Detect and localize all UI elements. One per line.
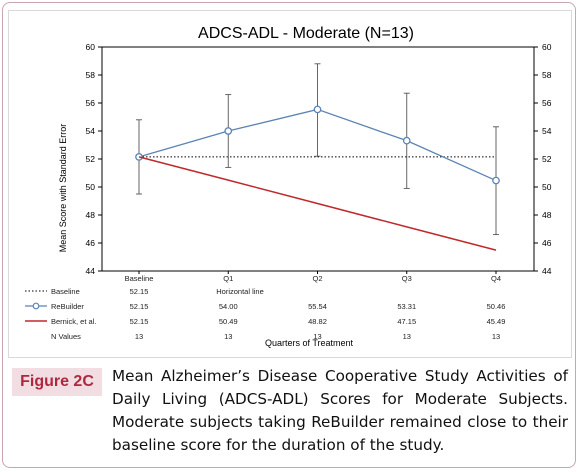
table-cell-bernick-et-al: 50.49 <box>219 317 238 326</box>
y-tick-label-right: 52 <box>542 154 552 164</box>
y-tick-label-left: 46 <box>86 238 96 248</box>
chart-svg: ADCS-ADL - Moderate (N=13) 44 44 46 46 48 48 5… <box>25 25 552 348</box>
table-cell-baseline: 52.15 <box>130 287 149 296</box>
table-cell-rebuilder: 55.54 <box>308 302 327 311</box>
table-cell-n-values: 13 <box>403 332 411 341</box>
y-tick-label-left: 44 <box>86 266 96 276</box>
y-tick-label-left: 60 <box>86 42 96 52</box>
y-tick-label-left: 56 <box>86 98 96 108</box>
y-tick-label-right: 48 <box>542 210 552 220</box>
x-axis-title: Quarters of Treatment <box>265 338 354 348</box>
chart-title: ADCS-ADL - Moderate (N=13) <box>198 25 414 42</box>
table-row-label-baseline: Baseline <box>51 287 80 296</box>
table-cell-n-values: 13 <box>313 332 321 341</box>
y-tick-label-right: 44 <box>542 266 552 276</box>
table-row-label-n-values: N Values <box>51 332 81 341</box>
data-point-rebuilder <box>402 136 411 145</box>
y-tick-label-right: 54 <box>542 126 552 136</box>
y-tick-label-left: 58 <box>86 70 96 80</box>
y-tick-label-left: 50 <box>86 182 96 192</box>
data-point-rebuilder <box>313 105 322 114</box>
table-cell-rebuilder: 50.46 <box>487 302 506 311</box>
y-tick-label-right: 58 <box>542 70 552 80</box>
table-row-label-rebuilder: ReBuilder <box>51 302 84 311</box>
table-cell-bernick-et-al: 48.82 <box>308 317 327 326</box>
y-tick-label-right: 56 <box>542 98 552 108</box>
y-tick-label-right: 60 <box>542 42 552 52</box>
x-tick-label: Q1 <box>223 274 233 283</box>
chart-panel: ADCS-ADL - Moderate (N=13) 44 44 46 46 48 48 5… <box>8 10 572 358</box>
data-point-rebuilder <box>492 176 500 185</box>
y-axis-title: Mean Score with Standard Error <box>58 124 68 253</box>
table-cell-baseline: Horizontal line <box>216 287 264 296</box>
table-row-label-bernick-et-al: Bernick, et al. <box>51 317 96 326</box>
y-tick-label-right: 50 <box>542 182 552 192</box>
table-cell-bernick-et-al: 45.49 <box>487 317 506 326</box>
y-tick-label-left: 48 <box>86 210 96 220</box>
x-tick-label: Q2 <box>312 274 322 283</box>
figure-caption: Mean Alzheimer’s Disease Cooperative Stu… <box>112 367 568 454</box>
x-tick-label: Baseline <box>125 274 154 283</box>
x-tick-label: Q4 <box>491 274 501 283</box>
plot-area-frame <box>101 46 535 272</box>
table-cell-rebuilder: 54.00 <box>219 302 238 311</box>
table-cell-rebuilder: 52.15 <box>130 302 149 311</box>
table-cell-n-values: 13 <box>224 332 232 341</box>
data-point-rebuilder <box>224 127 233 135</box>
y-tick-label-right: 46 <box>542 238 552 248</box>
y-tick-label-left: 52 <box>86 154 96 164</box>
table-cell-rebuilder: 53.31 <box>397 302 416 311</box>
table-cell-n-values: 13 <box>135 332 143 341</box>
x-tick-label: Q3 <box>402 274 412 283</box>
series-line-bernick-et-al <box>138 156 497 251</box>
table-cell-bernick-et-al: 52.15 <box>130 317 149 326</box>
table-cell-n-values: 13 <box>492 332 500 341</box>
table-cell-bernick-et-al: 47.15 <box>397 317 416 326</box>
legend-key-marker-rebuilder <box>32 302 40 310</box>
y-tick-label-left: 54 <box>86 126 96 136</box>
figure-label: Figure 2C <box>12 368 102 396</box>
